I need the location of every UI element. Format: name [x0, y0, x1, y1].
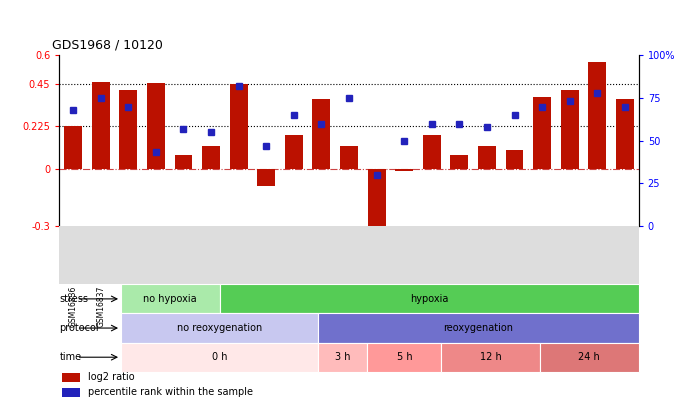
Bar — [313, 99, 330, 169]
Bar — [121, 284, 220, 313]
Bar — [318, 343, 367, 372]
Text: 0 h: 0 h — [211, 352, 228, 362]
Bar — [220, 284, 639, 313]
Text: GDS1968 / 10120: GDS1968 / 10120 — [52, 38, 163, 51]
Bar — [441, 343, 540, 372]
Bar — [478, 146, 496, 169]
Text: no reoxygenation: no reoxygenation — [177, 323, 262, 333]
Bar — [560, 90, 579, 169]
Bar — [62, 373, 80, 382]
Bar — [64, 126, 82, 169]
Bar — [367, 343, 441, 372]
Bar — [588, 62, 607, 169]
Bar — [616, 99, 634, 169]
Bar — [119, 90, 138, 169]
Bar — [533, 97, 551, 169]
Text: 5 h: 5 h — [396, 352, 413, 362]
Bar — [62, 388, 80, 397]
Bar — [258, 169, 275, 186]
Text: percentile rank within the sample: percentile rank within the sample — [88, 388, 253, 397]
Bar — [450, 155, 468, 169]
Bar — [540, 343, 639, 372]
Text: time: time — [59, 352, 82, 362]
Bar — [368, 169, 385, 229]
Bar — [340, 146, 358, 169]
Text: protocol: protocol — [59, 323, 99, 333]
Text: 3 h: 3 h — [335, 352, 350, 362]
Text: 24 h: 24 h — [579, 352, 600, 362]
Bar — [505, 150, 524, 169]
Text: 12 h: 12 h — [480, 352, 502, 362]
Bar — [202, 146, 220, 169]
Bar — [121, 313, 318, 343]
Bar — [174, 155, 193, 169]
Bar — [318, 313, 639, 343]
Text: hypoxia: hypoxia — [410, 294, 448, 304]
Bar — [395, 169, 413, 171]
Bar — [121, 343, 318, 372]
Bar — [147, 83, 165, 169]
Bar — [230, 84, 248, 169]
Text: no hypoxia: no hypoxia — [144, 294, 197, 304]
Bar — [91, 82, 110, 169]
Text: log2 ratio: log2 ratio — [88, 372, 135, 382]
Text: stress: stress — [59, 294, 89, 304]
Bar — [423, 135, 440, 169]
Text: reoxygenation: reoxygenation — [443, 323, 514, 333]
Bar — [285, 135, 303, 169]
